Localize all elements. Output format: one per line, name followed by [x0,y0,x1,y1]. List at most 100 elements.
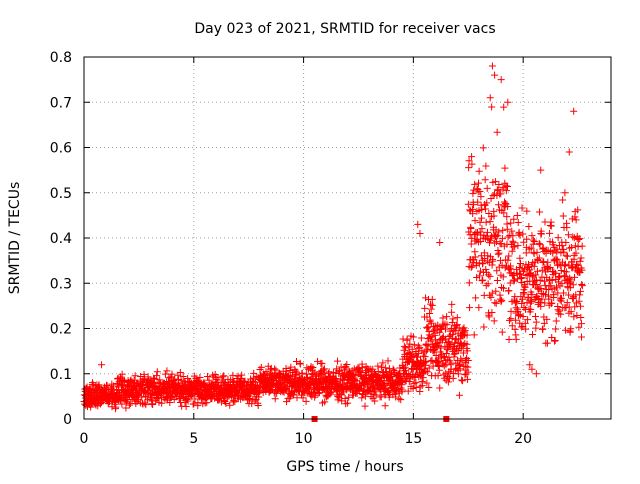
data-point [475,272,483,280]
data-point [502,187,510,195]
data-point [490,212,498,220]
data-point [471,217,479,225]
data-point [283,398,291,406]
data-point [453,314,461,322]
data-point [401,344,409,352]
data-point [479,276,487,284]
data-point [381,402,389,410]
data-point [417,334,425,342]
data-point [190,400,198,408]
data-point [465,164,473,172]
data-point [508,247,516,255]
data-point [498,235,506,243]
data-point [530,250,538,258]
data-point [520,290,528,298]
data-point [507,315,515,323]
data-point [578,242,586,250]
data-point [291,371,299,379]
data-point [314,390,322,398]
data-point [493,238,501,246]
data-point [361,402,369,410]
data-point [510,276,518,284]
y-tick-label: 0.6 [50,141,72,157]
data-point [489,257,497,265]
data-point [576,302,584,310]
data-point [474,198,482,206]
data-point [539,325,547,333]
data-point [476,267,484,275]
data-point [529,236,537,244]
data-point [561,262,569,270]
data-point [551,269,559,277]
data-point [320,365,328,373]
data-point [352,370,360,378]
data-point [176,368,184,376]
data-point [524,316,532,324]
data-point [492,287,500,295]
data-point [550,243,558,251]
data-point [509,239,517,247]
data-point [459,332,467,340]
data-point [161,370,169,378]
data-point [575,235,583,243]
data-point [436,239,444,247]
data-point [379,359,387,367]
data-point [503,182,511,190]
data-point [515,263,523,271]
y-tick-label: 0.3 [50,276,72,292]
data-point [577,320,585,328]
data-point [459,349,467,357]
data-point [575,323,583,331]
data-point [272,366,280,374]
data-point [495,249,503,257]
data-point [418,378,426,386]
data-point [498,328,506,336]
data-point [497,298,505,306]
data-point [468,262,476,270]
data-point [564,252,572,260]
data-point [546,229,554,237]
data-point [571,303,579,311]
data-point [576,287,584,295]
data-point [428,295,436,303]
data-point [520,238,528,246]
data-point [287,363,295,371]
data-point [555,274,563,282]
data-point [560,248,568,256]
data-point [254,402,262,410]
data-point [427,305,435,313]
data-point [429,362,437,370]
data-point [345,393,353,401]
data-point [255,393,263,401]
data-point [153,368,161,376]
data-point [570,313,578,321]
data-point [563,299,571,307]
data-point [423,324,431,332]
data-point [570,234,578,242]
data-point [562,238,570,246]
data-point [230,397,238,405]
data-point [408,345,416,353]
data-point [463,340,471,348]
data-point [256,387,264,395]
data-point [497,76,505,84]
data-point [500,103,508,111]
data-point [551,337,559,345]
data-point [463,347,471,355]
data-point [296,360,304,368]
data-point [499,226,507,234]
data-point [551,285,559,293]
data-point [553,245,561,253]
data-point [563,224,571,232]
data-point [505,287,513,295]
data-point [163,367,171,375]
data-point [535,254,543,262]
data-point [488,62,496,70]
data-point [543,315,551,323]
data-point [325,368,333,376]
data-point [512,335,520,343]
data-point [397,384,405,392]
data-point [480,323,488,331]
data-point [369,365,377,373]
